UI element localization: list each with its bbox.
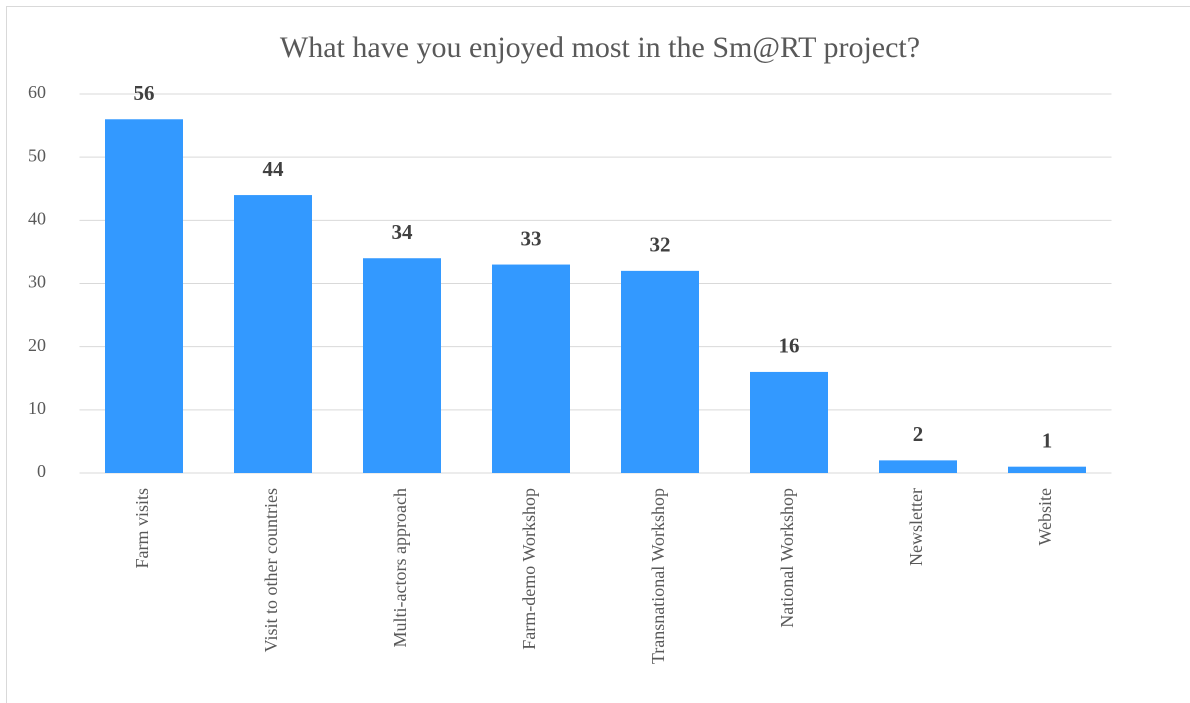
y-tick-label: 0 bbox=[37, 461, 46, 481]
x-tick-label: Visit to other countries bbox=[261, 488, 281, 652]
bar bbox=[105, 119, 183, 474]
bar bbox=[1008, 466, 1086, 473]
bar bbox=[879, 460, 957, 473]
bar bbox=[492, 264, 570, 473]
data-label: 1 bbox=[1042, 428, 1053, 452]
data-label: 44 bbox=[263, 157, 285, 181]
bar bbox=[750, 371, 828, 473]
x-tick-label: Newsletter bbox=[906, 488, 926, 566]
x-tick-label: Multi-actors approach bbox=[390, 488, 410, 647]
x-tick-label: National Workshop bbox=[777, 488, 797, 628]
data-label: 32 bbox=[650, 233, 671, 257]
y-tick-label: 30 bbox=[28, 272, 46, 292]
data-label: 16 bbox=[779, 334, 800, 358]
y-tick-label: 20 bbox=[28, 335, 46, 355]
x-tick-label: Transnational Workshop bbox=[648, 488, 668, 664]
x-tick-label: Farm visits bbox=[132, 488, 152, 569]
x-tick-label: Website bbox=[1035, 488, 1055, 546]
bar bbox=[621, 270, 699, 473]
data-label: 2 bbox=[913, 422, 924, 446]
y-tick-label: 10 bbox=[28, 398, 46, 418]
x-tick-label: Farm-demo Workshop bbox=[519, 488, 539, 650]
bar bbox=[234, 195, 312, 474]
chart-title: What have you enjoyed most in the Sm@RT … bbox=[280, 31, 920, 64]
data-label: 34 bbox=[392, 220, 414, 244]
bar bbox=[363, 258, 441, 473]
data-label: 56 bbox=[134, 81, 155, 105]
y-tick-label: 40 bbox=[28, 208, 46, 228]
y-tick-label: 60 bbox=[28, 82, 46, 102]
data-label: 33 bbox=[521, 226, 542, 250]
y-tick-label: 50 bbox=[28, 145, 46, 165]
chart-border bbox=[6, 6, 1190, 703]
